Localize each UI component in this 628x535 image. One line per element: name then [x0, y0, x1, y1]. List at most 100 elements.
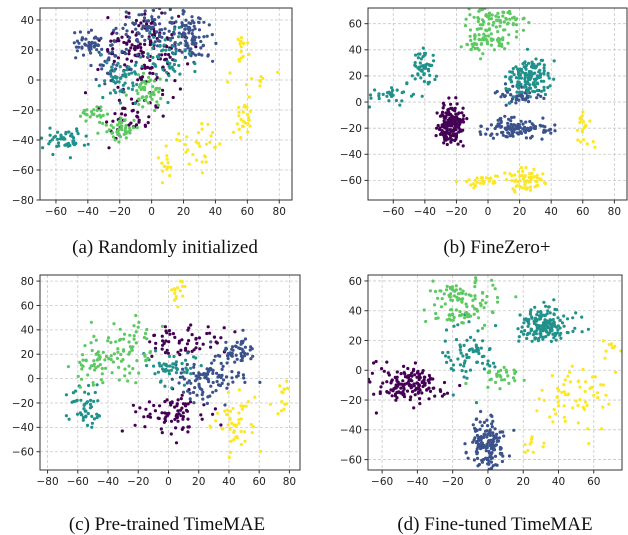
- y-tick-label: 40: [21, 325, 34, 337]
- data-point: [220, 427, 224, 431]
- data-point: [129, 97, 134, 101]
- data-point: [92, 399, 96, 403]
- data-point: [450, 298, 454, 302]
- data-point: [88, 45, 92, 49]
- data-point: [536, 88, 540, 93]
- data-point: [528, 119, 532, 124]
- data-point: [575, 128, 580, 132]
- data-point: [205, 34, 209, 38]
- data-point: [478, 420, 482, 424]
- data-point: [83, 91, 88, 95]
- data-point: [390, 394, 394, 398]
- data-point: [512, 123, 516, 127]
- data-point: [124, 32, 128, 37]
- data-point: [56, 141, 61, 145]
- data-point: [449, 112, 453, 116]
- data-point: [119, 116, 123, 120]
- data-point: [177, 42, 181, 47]
- data-point: [93, 43, 98, 48]
- data-point: [106, 336, 111, 340]
- data-point: [619, 349, 622, 353]
- data-point: [527, 318, 531, 322]
- data-point: [183, 55, 187, 60]
- data-point: [372, 361, 376, 365]
- data-point: [137, 371, 141, 375]
- data-point: [479, 443, 483, 447]
- data-point: [135, 53, 139, 57]
- data-point: [477, 17, 481, 21]
- data-point: [537, 317, 541, 321]
- data-point: [183, 143, 187, 147]
- data-point: [586, 327, 591, 331]
- data-point: [126, 379, 130, 383]
- data-point: [476, 19, 480, 24]
- data-point: [82, 143, 86, 147]
- data-point: [95, 48, 99, 52]
- data-point: [555, 395, 559, 399]
- data-point: [124, 93, 128, 97]
- data-point: [249, 357, 253, 361]
- data-point: [177, 14, 181, 18]
- data-point: [122, 40, 126, 45]
- data-point: [511, 67, 515, 71]
- data-point: [113, 40, 117, 44]
- data-point: [154, 64, 158, 68]
- data-point: [421, 369, 425, 373]
- data-point: [158, 22, 162, 26]
- data-point: [562, 314, 566, 318]
- data-point: [170, 16, 174, 20]
- data-point: [247, 95, 251, 99]
- data-point: [539, 124, 543, 128]
- data-point: [495, 132, 499, 136]
- data-point: [524, 63, 529, 67]
- data-point: [163, 419, 168, 423]
- data-point: [146, 65, 150, 69]
- data-point: [185, 135, 189, 139]
- data-point: [135, 82, 139, 87]
- data-point: [516, 85, 520, 89]
- data-point: [99, 378, 103, 382]
- data-point: [111, 119, 115, 123]
- data-point: [473, 37, 477, 41]
- data-point: [136, 73, 141, 77]
- x-tick-label: 60: [587, 476, 600, 488]
- data-point: [458, 348, 462, 352]
- data-point: [559, 331, 563, 335]
- data-point: [67, 417, 71, 421]
- data-point: [251, 354, 255, 358]
- data-point: [244, 404, 248, 408]
- data-point: [74, 56, 78, 60]
- y-tick-label: 0: [355, 365, 362, 377]
- data-point: [94, 35, 98, 39]
- data-point: [130, 87, 134, 91]
- data-point: [182, 370, 186, 374]
- data-point: [502, 378, 506, 382]
- data-point: [478, 130, 482, 134]
- data-point: [434, 311, 438, 316]
- data-point: [152, 35, 156, 39]
- data-point: [130, 348, 134, 352]
- data-point: [96, 357, 100, 361]
- data-point: [64, 143, 68, 147]
- data-point: [401, 390, 405, 394]
- data-point: [493, 454, 498, 458]
- data-point: [187, 52, 191, 56]
- data-point: [491, 23, 495, 27]
- data-point: [168, 38, 173, 42]
- data-point: [175, 137, 179, 142]
- data-point: [132, 324, 136, 328]
- data-point: [501, 130, 505, 134]
- data-point: [467, 320, 471, 324]
- data-point: [506, 21, 510, 25]
- data-point: [151, 46, 155, 50]
- data-point: [151, 25, 155, 29]
- data-point: [80, 36, 84, 40]
- data-point: [497, 436, 502, 440]
- data-point: [592, 393, 596, 397]
- data-point: [465, 117, 469, 121]
- data-point: [239, 358, 243, 363]
- data-point: [532, 167, 536, 171]
- data-point: [533, 66, 538, 70]
- data-point: [84, 359, 88, 363]
- data-point: [449, 102, 453, 106]
